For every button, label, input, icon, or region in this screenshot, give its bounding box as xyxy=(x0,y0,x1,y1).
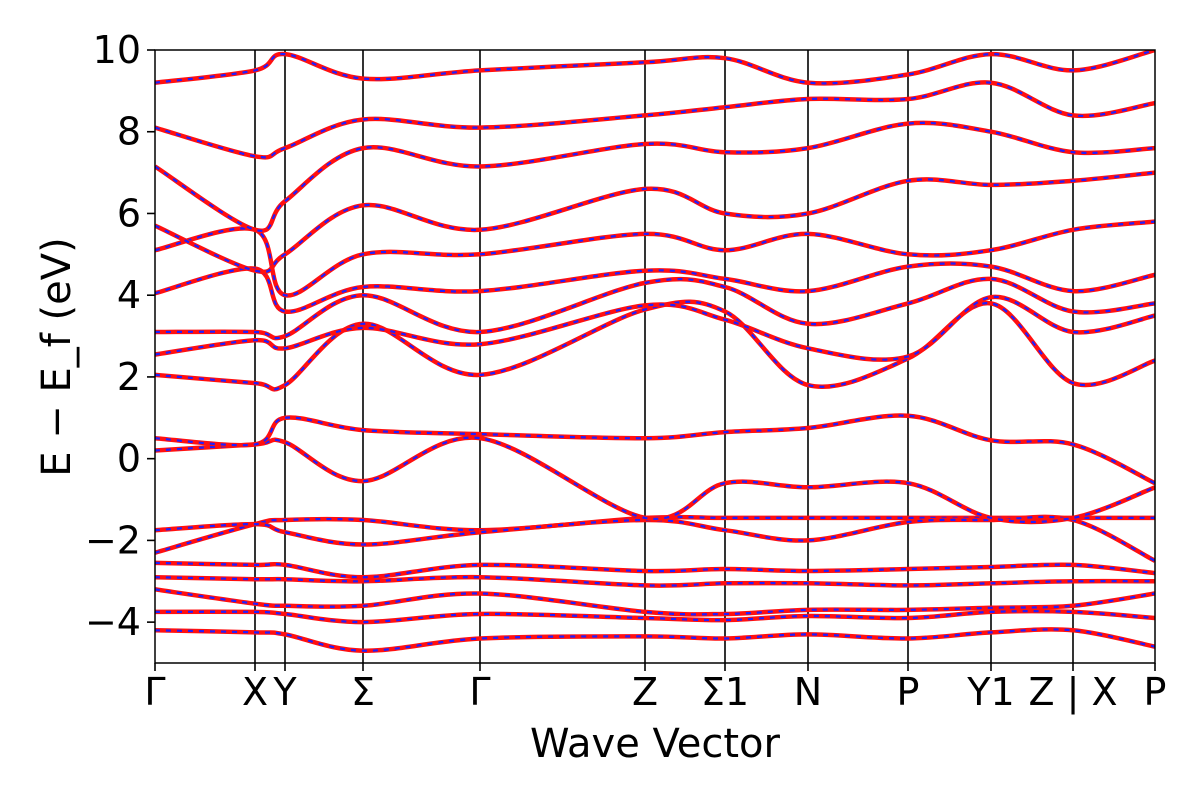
y-axis-label: E − E_f (eV) xyxy=(34,237,80,476)
x-tick-label: Γ xyxy=(469,670,490,714)
band-line-overlay xyxy=(155,295,1155,361)
x-tick-label: P xyxy=(1144,670,1167,714)
x-tick-label: Z xyxy=(632,670,658,714)
band-line-overlay xyxy=(155,81,1155,159)
y-tick-label: 10 xyxy=(93,28,141,72)
x-axis-ticks: Γ X Y Σ Γ Z Σ1 N P Y1 Z | X P xyxy=(144,663,1166,715)
x-tick-label: Σ1 xyxy=(701,670,749,714)
band-line xyxy=(155,587,1155,617)
x-tick-label: N xyxy=(794,670,822,714)
band-line xyxy=(155,219,1155,298)
band-line-overlay xyxy=(155,121,1155,232)
band-line xyxy=(155,413,1155,486)
band-line-overlay xyxy=(155,50,1155,85)
x-tick-label: Y xyxy=(272,670,297,714)
band-line xyxy=(155,170,1155,275)
band-line-overlay xyxy=(155,436,1155,524)
y-tick-label: 4 xyxy=(117,273,141,317)
x-tick-label: X xyxy=(242,670,268,714)
band-line-overlay xyxy=(155,610,1155,624)
band-line xyxy=(155,560,1155,580)
x-axis-label: Wave Vector xyxy=(530,721,781,767)
y-axis-ticks: −4 −2 0 2 4 6 8 10 xyxy=(85,28,155,644)
x-tick-label: P xyxy=(897,670,920,714)
y-tick-label: −2 xyxy=(85,518,141,562)
x-tick-label: Σ xyxy=(351,670,375,714)
band-line xyxy=(155,514,1155,563)
band-line-overlay xyxy=(155,171,1155,273)
band-line-overlay xyxy=(155,576,1155,587)
band-line xyxy=(155,276,1155,341)
band-line xyxy=(155,50,1155,86)
plot-frame xyxy=(154,49,1156,664)
y-tick-label: 0 xyxy=(117,437,141,481)
band-line xyxy=(155,435,1155,525)
band-line-overlay xyxy=(155,414,1155,485)
band-line xyxy=(155,627,1155,653)
x-tick-label: Γ xyxy=(144,670,165,714)
band-line-overlay xyxy=(155,262,1155,313)
y-tick-label: 8 xyxy=(117,110,141,154)
y-tick-label: −4 xyxy=(85,600,141,644)
band-line-overlay xyxy=(155,628,1155,652)
band-line xyxy=(155,80,1155,160)
band-line xyxy=(155,299,1155,392)
x-tick-label: Z | X xyxy=(1028,670,1117,715)
x-tick-label: Y1 xyxy=(966,670,1014,714)
band-line-overlay xyxy=(155,220,1155,297)
y-tick-label: 6 xyxy=(117,191,141,235)
y-tick-label: 2 xyxy=(117,355,141,399)
band-line xyxy=(155,574,1155,588)
bands-group xyxy=(155,50,1155,653)
band-line-overlay xyxy=(155,300,1155,391)
